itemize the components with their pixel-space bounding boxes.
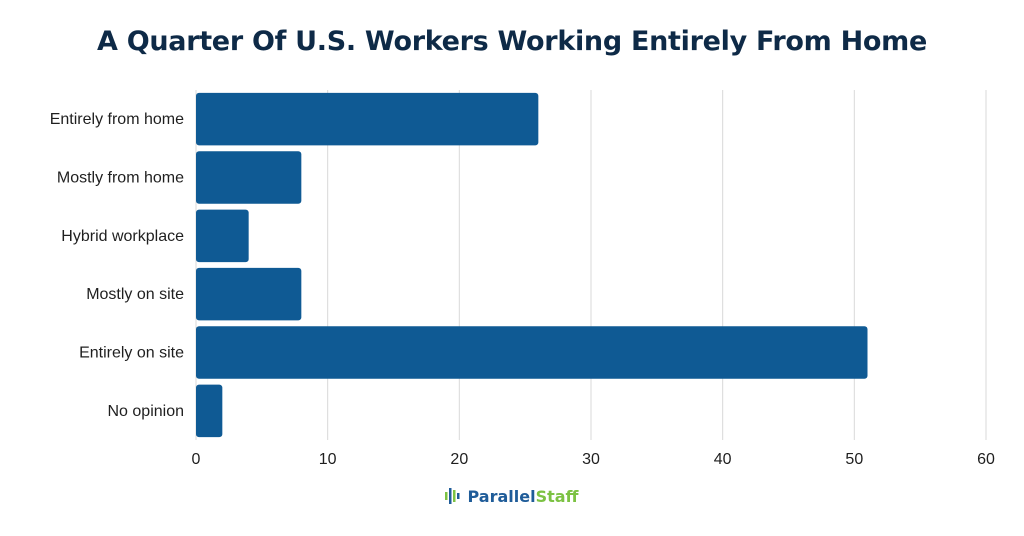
bar-hybrid-workplace — [196, 209, 249, 263]
category-label: Mostly on site — [86, 286, 184, 303]
bar-mostly-from-home — [196, 151, 302, 204]
x-tick-label: 60 — [977, 451, 995, 468]
x-tick-label: 40 — [714, 451, 732, 468]
category-label: Mostly from home — [57, 170, 184, 187]
x-tick-label: 0 — [192, 451, 201, 468]
bar-mostly-on-site — [196, 267, 302, 321]
bar-entirely-from-home — [196, 92, 539, 146]
gridlines — [195, 90, 987, 440]
x-tick-label: 30 — [582, 451, 600, 468]
bar-entirely-on-site — [196, 326, 868, 379]
logo-bars-icon — [445, 487, 463, 508]
parallelstaff-logo: ParallelStaff — [0, 487, 1024, 508]
bars — [196, 92, 868, 438]
category-label: No opinion — [108, 403, 185, 420]
bar-no-opinion — [196, 384, 223, 438]
x-tick-label: 50 — [845, 451, 863, 468]
category-labels: Entirely from home Mostly from home Hybrid… — [50, 111, 184, 420]
logo-text-parallel: Parallel — [467, 487, 536, 506]
x-tick-labels: 0 10 20 30 40 50 60 — [192, 451, 995, 468]
x-tick-label: 20 — [450, 451, 468, 468]
logo-text-staff: Staff — [535, 487, 579, 506]
category-label: Entirely from home — [50, 111, 184, 128]
category-label: Hybrid workplace — [61, 228, 184, 245]
category-label: Entirely on site — [79, 345, 184, 362]
x-tick-label: 10 — [319, 451, 337, 468]
chart-title: A Quarter Of U.S. Workers Working Entire… — [97, 26, 927, 57]
